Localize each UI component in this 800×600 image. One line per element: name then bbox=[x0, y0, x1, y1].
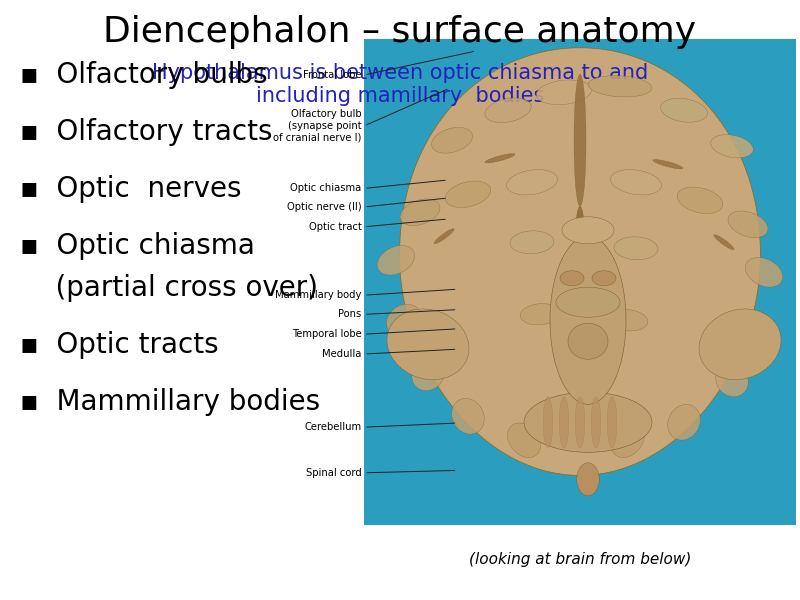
Ellipse shape bbox=[710, 134, 754, 158]
Ellipse shape bbox=[536, 80, 592, 104]
Polygon shape bbox=[399, 48, 760, 475]
Text: (looking at brain from below): (looking at brain from below) bbox=[469, 552, 691, 566]
Ellipse shape bbox=[607, 397, 617, 448]
Text: Temporal lobe: Temporal lobe bbox=[292, 329, 362, 339]
Ellipse shape bbox=[591, 397, 601, 448]
Ellipse shape bbox=[608, 310, 648, 331]
Text: ▪  Olfactory tracts: ▪ Olfactory tracts bbox=[20, 118, 273, 146]
Ellipse shape bbox=[611, 423, 645, 458]
Ellipse shape bbox=[387, 309, 469, 380]
Ellipse shape bbox=[575, 397, 585, 448]
Ellipse shape bbox=[452, 398, 484, 434]
Ellipse shape bbox=[668, 404, 700, 440]
Ellipse shape bbox=[446, 181, 490, 208]
Ellipse shape bbox=[378, 245, 414, 275]
Ellipse shape bbox=[699, 309, 781, 380]
Text: Pons: Pons bbox=[338, 310, 362, 319]
Ellipse shape bbox=[610, 170, 662, 195]
FancyBboxPatch shape bbox=[364, 39, 796, 525]
Ellipse shape bbox=[559, 397, 569, 448]
Text: ▪  Olfactory bulbs: ▪ Olfactory bulbs bbox=[20, 61, 268, 89]
Ellipse shape bbox=[520, 304, 560, 325]
Text: Hypothalamus is between optic chiasma to and: Hypothalamus is between optic chiasma to… bbox=[152, 63, 648, 83]
Ellipse shape bbox=[575, 206, 585, 278]
Ellipse shape bbox=[738, 310, 774, 343]
Text: ▪  Optic  nerves: ▪ Optic nerves bbox=[20, 175, 242, 203]
Text: Spinal cord: Spinal cord bbox=[306, 468, 362, 478]
Ellipse shape bbox=[716, 364, 748, 397]
Text: ▪  Optic tracts: ▪ Optic tracts bbox=[20, 331, 218, 359]
Text: Optic chiasma: Optic chiasma bbox=[290, 184, 362, 193]
Ellipse shape bbox=[568, 323, 608, 359]
Ellipse shape bbox=[574, 74, 586, 206]
Ellipse shape bbox=[550, 236, 626, 404]
Ellipse shape bbox=[746, 257, 782, 287]
Ellipse shape bbox=[678, 187, 722, 214]
Ellipse shape bbox=[562, 217, 614, 244]
Ellipse shape bbox=[507, 423, 541, 458]
Text: Optic tract: Optic tract bbox=[309, 222, 362, 232]
Text: Frontal lobe: Frontal lobe bbox=[303, 70, 362, 80]
Ellipse shape bbox=[510, 231, 554, 254]
Ellipse shape bbox=[543, 397, 553, 448]
Text: ▪  Mammillary bodies: ▪ Mammillary bodies bbox=[20, 388, 320, 416]
Ellipse shape bbox=[588, 76, 652, 97]
Text: Diencephalon – surface anatomy: Diencephalon – surface anatomy bbox=[103, 15, 697, 49]
Ellipse shape bbox=[653, 160, 683, 169]
Ellipse shape bbox=[714, 235, 734, 250]
Ellipse shape bbox=[524, 392, 652, 452]
Ellipse shape bbox=[431, 127, 473, 153]
Ellipse shape bbox=[556, 287, 620, 317]
Text: (partial cross over): (partial cross over) bbox=[20, 274, 318, 302]
Ellipse shape bbox=[728, 211, 768, 238]
Text: Mammillary body: Mammillary body bbox=[275, 290, 362, 300]
Text: Olfactory bulb
(synapse point
of cranial nerve I): Olfactory bulb (synapse point of cranial… bbox=[274, 109, 362, 143]
Ellipse shape bbox=[614, 237, 658, 260]
Text: Optic nerve (II): Optic nerve (II) bbox=[287, 202, 362, 212]
Ellipse shape bbox=[400, 199, 440, 226]
Ellipse shape bbox=[485, 98, 531, 122]
Text: including mamillary  bodies: including mamillary bodies bbox=[256, 86, 544, 106]
Ellipse shape bbox=[386, 304, 422, 337]
Ellipse shape bbox=[661, 98, 707, 122]
Ellipse shape bbox=[485, 154, 515, 163]
Ellipse shape bbox=[577, 463, 599, 496]
Text: Medulla: Medulla bbox=[322, 349, 362, 359]
Text: ▪  Optic chiasma: ▪ Optic chiasma bbox=[20, 232, 255, 260]
Ellipse shape bbox=[506, 170, 558, 195]
Ellipse shape bbox=[560, 271, 584, 286]
Ellipse shape bbox=[592, 271, 616, 286]
Ellipse shape bbox=[434, 229, 454, 244]
Text: Cerebellum: Cerebellum bbox=[305, 422, 362, 432]
Ellipse shape bbox=[412, 358, 444, 391]
